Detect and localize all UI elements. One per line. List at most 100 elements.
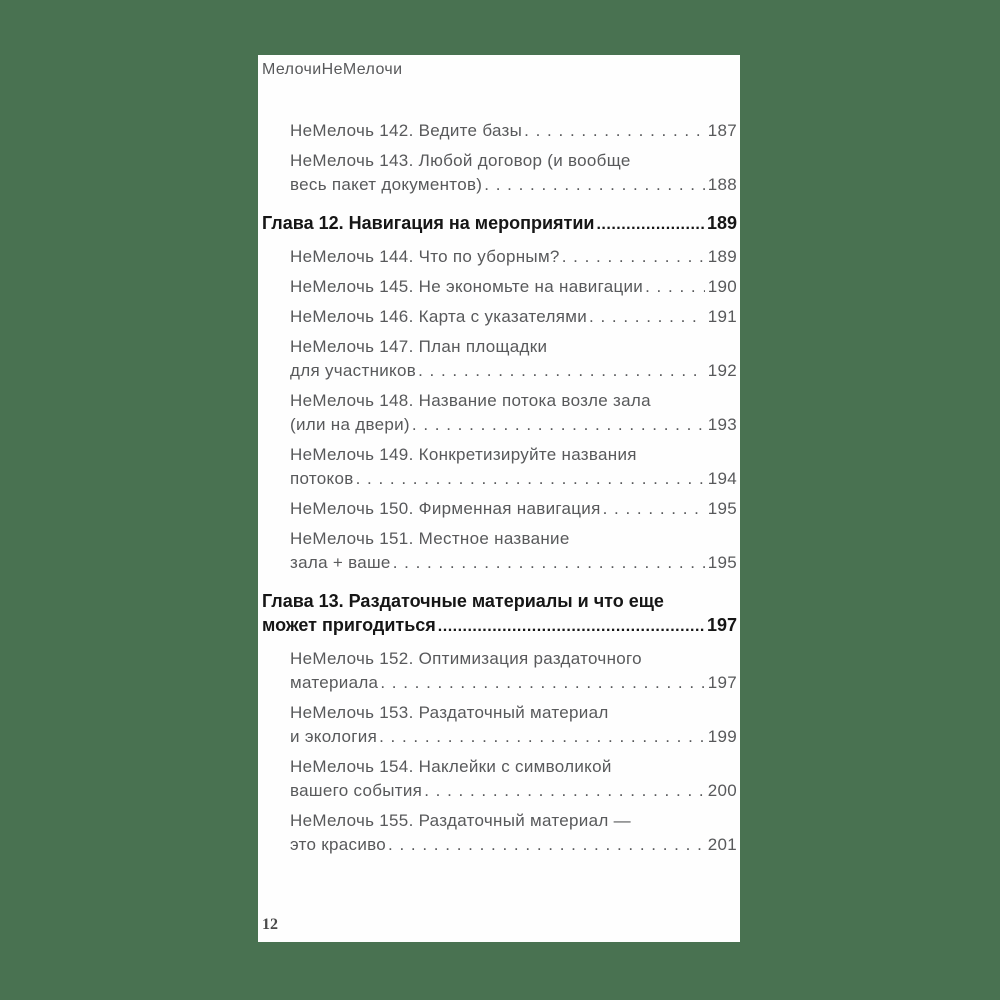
toc-entry: НеМелочь 155. Раздаточный материал — это …	[262, 809, 737, 857]
toc-line: НеМелочь 148. Название потока возле зала	[262, 389, 737, 413]
toc-entry: НеМелочь 152. Оптимизация раздаточного ма…	[262, 647, 737, 695]
toc-line-text: (или на двери)	[290, 415, 410, 434]
toc-line: НеМелочь 146. Карта с указателями. . . .…	[262, 305, 737, 329]
dot-leader: . . . . . . . . . . . . . . . . . . . . …	[645, 277, 705, 296]
toc-page-number: 187	[707, 121, 737, 140]
toc-entry: НеМелочь 149. Конкретизируйте названия по…	[262, 443, 737, 491]
dot-leader: . . . . . . . . . . . . . . . . . . . . …	[379, 727, 705, 746]
dot-leader: . . . . . . . . . . . . . . . . . . . . …	[380, 673, 704, 692]
toc-entry: НеМелочь 147. План площадки для участнико…	[262, 335, 737, 383]
book-page: МелочиНеМелочи НеМелочь 142. Ведите базы…	[258, 55, 740, 942]
toc-entry: НеМелочь 144. Что по уборным?. . . . . .…	[262, 245, 737, 269]
dot-leader: . . . . . . . . . . . . . . . . . . . . …	[524, 121, 705, 140]
dot-leader: . . . . . . . . . . . . . . . . . . . . …	[484, 175, 704, 194]
toc-line: НеМелочь 142. Ведите базы. . . . . . . .…	[262, 119, 737, 143]
toc-page-number: 195	[707, 499, 737, 518]
toc-line-text: может пригодиться	[262, 615, 436, 635]
dot-leader: . . . . . . . . . . . . . . . . . . . . …	[424, 781, 705, 800]
toc-list: НеМелочь 142. Ведите базы. . . . . . . .…	[262, 119, 737, 857]
toc-entry: НеМелочь 142. Ведите базы. . . . . . . .…	[262, 119, 737, 143]
toc-line: зала + ваше. . . . . . . . . . . . . . .…	[262, 551, 737, 575]
toc-page-number: 195	[707, 553, 737, 572]
toc-line: НеМелочь 154. Наклейки с символикой	[262, 755, 737, 779]
toc-line: Глава 12. Навигация на мероприятии......…	[262, 211, 737, 237]
toc-line: и экология. . . . . . . . . . . . . . . …	[262, 725, 737, 749]
toc-line-text: НеМелочь 148. Название потока возле зала	[290, 391, 651, 410]
toc-line: НеМелочь 149. Конкретизируйте названия	[262, 443, 737, 467]
toc-entry: НеМелочь 150. Фирменная навигация. . . .…	[262, 497, 737, 521]
toc-line-text: НеМелочь 146. Карта с указателями	[290, 307, 587, 326]
toc-entry: НеМелочь 143. Любой договор (и вообще вес…	[262, 149, 737, 197]
toc-line-text: НеМелочь 144. Что по уборным?	[290, 247, 560, 266]
toc-line-text: НеМелочь 142. Ведите базы	[290, 121, 523, 140]
dot-leader: ........................................…	[596, 216, 704, 233]
toc-page-number: 197	[707, 673, 737, 692]
toc-line-text: для участников	[290, 361, 417, 380]
running-header: МелочиНеМелочи	[262, 61, 403, 78]
toc-line-text: вашего события	[290, 781, 423, 800]
toc-line-text: это красиво	[290, 835, 387, 854]
toc-line: это красиво. . . . . . . . . . . . . . .…	[262, 833, 737, 857]
toc-line: может пригодиться.......................…	[262, 613, 737, 639]
toc-page-number: 189	[706, 213, 737, 233]
toc-line: НеМелочь 145. Не экономьте на навигации.…	[262, 275, 737, 299]
toc-line-text: зала + ваше	[290, 553, 391, 572]
toc-line-text: весь пакет документов)	[290, 175, 483, 194]
toc-page-number: 189	[707, 247, 737, 266]
dot-leader: . . . . . . . . . . . . . . . . . . . . …	[392, 553, 705, 572]
dot-leader: . . . . . . . . . . . . . . . . . . . . …	[602, 499, 705, 518]
toc-page-number: 197	[706, 615, 737, 635]
toc-line: НеМелочь 144. Что по уборным?. . . . . .…	[262, 245, 737, 269]
toc-line: НеМелочь 152. Оптимизация раздаточного	[262, 647, 737, 671]
dot-leader: . . . . . . . . . . . . . . . . . . . . …	[411, 415, 705, 434]
toc-page-number: 199	[707, 727, 737, 746]
toc-page-number: 193	[707, 415, 737, 434]
toc-line: НеМелочь 143. Любой договор (и вообще	[262, 149, 737, 173]
dot-leader: . . . . . . . . . . . . . . . . . . . . …	[589, 307, 705, 326]
dot-leader: . . . . . . . . . . . . . . . . . . . . …	[355, 469, 705, 488]
folio-page-number: 12	[262, 916, 278, 933]
toc-line-text: НеМелочь 147. План площадки	[290, 337, 548, 356]
toc-line: НеМелочь 147. План площадки	[262, 335, 737, 359]
dot-leader: . . . . . . . . . . . . . . . . . . . . …	[418, 361, 705, 380]
toc-line: вашего события. . . . . . . . . . . . . …	[262, 779, 737, 803]
toc-line-text: потоков	[290, 469, 354, 488]
toc-line-text: НеМелочь 151. Местное название	[290, 529, 570, 548]
toc-entry: НеМелочь 154. Наклейки с символикой вашег…	[262, 755, 737, 803]
toc-line: (или на двери). . . . . . . . . . . . . …	[262, 413, 737, 437]
toc-entry: НеМелочь 151. Местное название зала + ваш…	[262, 527, 737, 575]
toc-line: материала. . . . . . . . . . . . . . . .…	[262, 671, 737, 695]
toc-line-text: Глава 13. Раздаточные материалы и что ещ…	[262, 591, 664, 611]
toc-page-number: 192	[707, 361, 737, 380]
toc-line-text: НеМелочь 143. Любой договор (и вообще	[290, 151, 631, 170]
toc-page-number: 200	[707, 781, 737, 800]
toc-page-number: 190	[707, 277, 737, 296]
dot-leader: . . . . . . . . . . . . . . . . . . . . …	[561, 247, 705, 266]
toc-page-number: 188	[707, 175, 737, 194]
toc-entry: НеМелочь 146. Карта с указателями. . . .…	[262, 305, 737, 329]
toc-line: НеМелочь 151. Местное название	[262, 527, 737, 551]
toc-line: Глава 13. Раздаточные материалы и что ещ…	[262, 589, 737, 613]
toc-line-text: НеМелочь 152. Оптимизация раздаточного	[290, 649, 642, 668]
toc-entry: НеМелочь 145. Не экономьте на навигации.…	[262, 275, 737, 299]
toc-page-number: 201	[707, 835, 737, 854]
toc-line: потоков. . . . . . . . . . . . . . . . .…	[262, 467, 737, 491]
toc-line-text: НеМелочь 149. Конкретизируйте названия	[290, 445, 637, 464]
toc-chapter: Глава 12. Навигация на мероприятии......…	[262, 211, 737, 237]
toc-chapter: Глава 13. Раздаточные материалы и что ещ…	[262, 589, 737, 639]
toc-line: НеМелочь 153. Раздаточный материал	[262, 701, 737, 725]
dot-leader: ........................................…	[437, 618, 704, 635]
toc-line: НеМелочь 155. Раздаточный материал —	[262, 809, 737, 833]
dot-leader: . . . . . . . . . . . . . . . . . . . . …	[388, 835, 705, 854]
toc-line-text: НеМелочь 154. Наклейки с символикой	[290, 757, 612, 776]
toc-line: для участников. . . . . . . . . . . . . …	[262, 359, 737, 383]
toc-entry: НеМелочь 148. Название потока возле зала…	[262, 389, 737, 437]
toc-entry: НеМелочь 153. Раздаточный материал и экол…	[262, 701, 737, 749]
toc-line-text: НеМелочь 145. Не экономьте на навигации	[290, 277, 644, 296]
toc-line-text: и экология	[290, 727, 378, 746]
toc-line: весь пакет документов). . . . . . . . . …	[262, 173, 737, 197]
toc-page-number: 194	[707, 469, 737, 488]
toc-line-text: НеМелочь 150. Фирменная навигация	[290, 499, 601, 518]
toc-line-text: НеМелочь 155. Раздаточный материал —	[290, 811, 631, 830]
toc-line-text: материала	[290, 673, 379, 692]
